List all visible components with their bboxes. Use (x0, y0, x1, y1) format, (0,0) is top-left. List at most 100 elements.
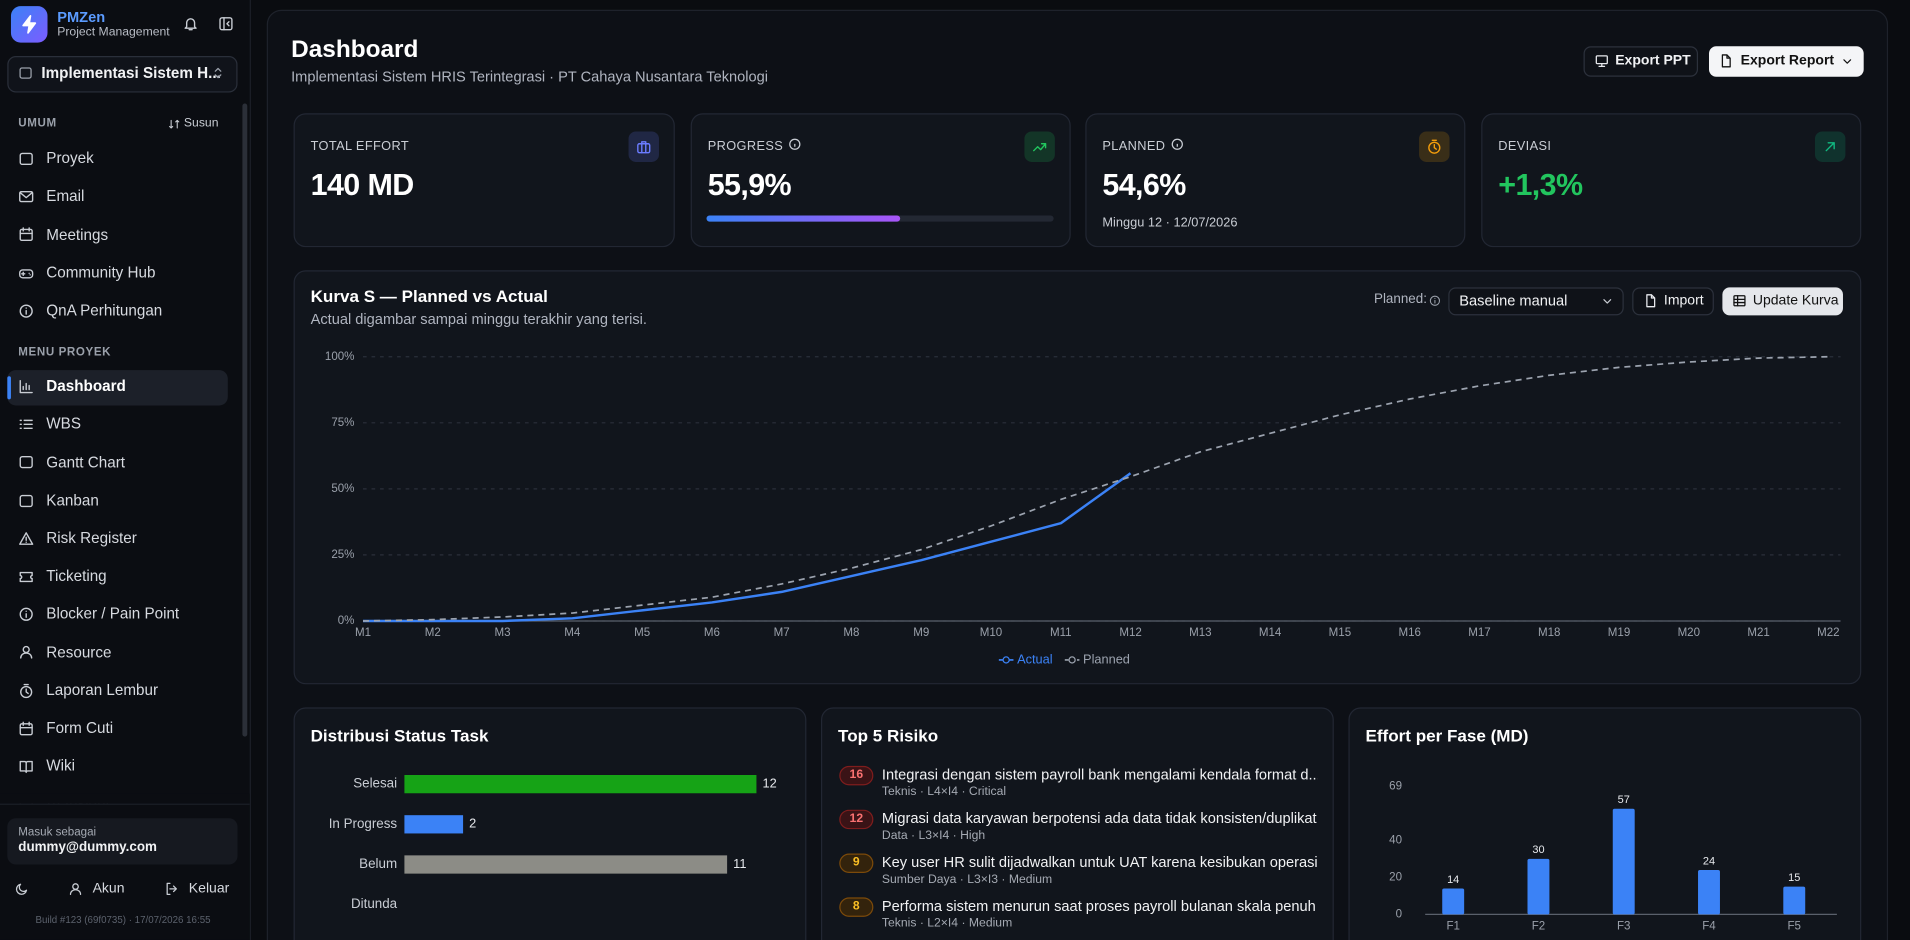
menu-item[interactable]: Blocker / Pain Point (46, 605, 180, 623)
icon (19, 721, 33, 736)
icon (19, 379, 33, 394)
export-report-label[interactable]: Export Report (1740, 54, 1835, 69)
page-subtitle: Implementasi Sistem HRIS Terintegrasi · … (291, 67, 769, 85)
icon (1595, 55, 1608, 67)
section-title: MENU PROYEK (18, 346, 112, 360)
icon (19, 191, 34, 203)
chart-card (293, 707, 807, 940)
risk-name[interactable]: Migrasi data karyawan berpotensi ada dat… (881, 809, 1317, 827)
menu-item[interactable]: Meetings (46, 226, 109, 244)
kpi-card (1085, 113, 1466, 248)
update-curve-label[interactable]: Update Kurva (1752, 293, 1839, 309)
risk-meta: Teknis · L2×I4 · Medium (881, 916, 1013, 931)
info-icon[interactable] (1170, 137, 1183, 150)
menu-item[interactable]: Form Cuti (46, 719, 114, 737)
icon (1603, 299, 1612, 304)
kpi-value: 54,6% (1102, 167, 1186, 202)
icon (69, 883, 82, 895)
icon (1429, 295, 1441, 306)
chart-card (1348, 707, 1862, 940)
risk-badge (839, 853, 874, 874)
kpi-note: Minggu 12 · 12/07/2026 (1102, 215, 1238, 230)
menu-item[interactable]: QnA Perhitungan (46, 302, 163, 320)
risk-score: 9 (852, 855, 860, 870)
user-box (7, 818, 238, 865)
sidebar-scrollbar (242, 103, 248, 737)
icon (19, 304, 33, 318)
export-report-button[interactable] (1708, 46, 1864, 77)
risk-name[interactable]: Key user HR sulit dijadwalkan untuk UAT … (881, 853, 1318, 871)
project-name[interactable]: Implementasi Sistem H... (41, 64, 221, 82)
menu-item[interactable]: Wiki (46, 757, 76, 775)
icon (19, 531, 34, 545)
menu-item[interactable]: Gantt Chart (46, 453, 126, 471)
account-link[interactable]: Akun (92, 881, 125, 897)
icon (19, 760, 33, 774)
kpi-value: +1,3% (1498, 167, 1583, 202)
menu-item[interactable]: Laporan Lembur (46, 681, 159, 699)
risk-name[interactable]: Performa sistem menurun saat proses payr… (881, 896, 1316, 914)
risk-meta: Teknis · L4×I4 · Critical (881, 785, 1007, 799)
icon (19, 571, 33, 583)
icon (1825, 142, 1835, 152)
sidebar (0, 0, 251, 940)
risk-score: 12 (849, 812, 864, 826)
chart-title: Kurva S — Planned vs Actual (310, 286, 548, 306)
icon (20, 683, 33, 698)
icon (1033, 143, 1047, 152)
risk-name[interactable]: Integrasi dengan sistem payroll bank men… (881, 765, 1318, 783)
baseline-select-value[interactable]: Baseline manual (1459, 292, 1568, 310)
icon (20, 646, 33, 660)
menu-item[interactable]: Email (46, 188, 85, 206)
chart-title: Effort per Fase (MD) (1365, 725, 1529, 746)
menu-item[interactable]: Community Hub (46, 264, 156, 282)
kpi-value: 140 MD (310, 167, 415, 202)
chart-subtitle: Actual digambar sampai minggu terakhir y… (310, 309, 647, 328)
page-title: Dashboard (291, 36, 419, 64)
menu-item[interactable]: Proyek (46, 150, 94, 168)
project-selector[interactable] (7, 56, 238, 93)
risk-badge (839, 765, 874, 786)
kpi-label: DEVIASI (1498, 138, 1552, 153)
update-curve-button[interactable] (1722, 287, 1843, 316)
kpi-icon-bg (628, 131, 659, 162)
risk-score: 16 (849, 768, 864, 782)
export-ppt-button[interactable] (1583, 46, 1699, 77)
menu-item[interactable]: WBS (46, 415, 81, 433)
icon (19, 268, 34, 279)
kpi-card (293, 113, 675, 248)
kpi-label: PLANNED (1102, 137, 1183, 155)
icon (19, 607, 33, 622)
icon (1721, 54, 1731, 68)
menu-item[interactable]: Dashboard (46, 377, 126, 395)
active-indicator (7, 376, 11, 400)
icon (1733, 295, 1746, 307)
baseline-select[interactable] (1448, 287, 1624, 316)
export-ppt-label[interactable]: Export PPT (1615, 54, 1691, 69)
risk-badge (839, 809, 874, 830)
signed-in-label: Masuk sebagai (18, 825, 97, 840)
sidebar-fade (0, 793, 250, 804)
kpi-icon-bg (1024, 131, 1055, 162)
menu-item[interactable]: Resource (46, 643, 112, 661)
chart-title: Distribusi Status Task (310, 725, 489, 746)
info-icon[interactable] (788, 137, 801, 150)
logout-link[interactable]: Keluar (188, 881, 230, 897)
icon (214, 67, 222, 79)
icon (19, 67, 32, 79)
import-button[interactable] (1632, 287, 1714, 316)
import-label[interactable]: Import (1663, 293, 1704, 309)
icon (19, 419, 33, 430)
menu-item[interactable]: Risk Register (46, 529, 137, 547)
brand: PMZen (57, 8, 106, 26)
section-action[interactable]: Susun (183, 116, 219, 131)
menu-item[interactable]: Ticketing (46, 567, 107, 585)
risk-meta: Sumber Daya · L3×I3 · Medium (881, 873, 1053, 887)
active-item-bg (7, 370, 228, 406)
icon (1646, 294, 1656, 308)
icon (166, 882, 177, 895)
kpi-card (690, 113, 1071, 248)
menu-item[interactable]: Kanban (46, 491, 99, 509)
